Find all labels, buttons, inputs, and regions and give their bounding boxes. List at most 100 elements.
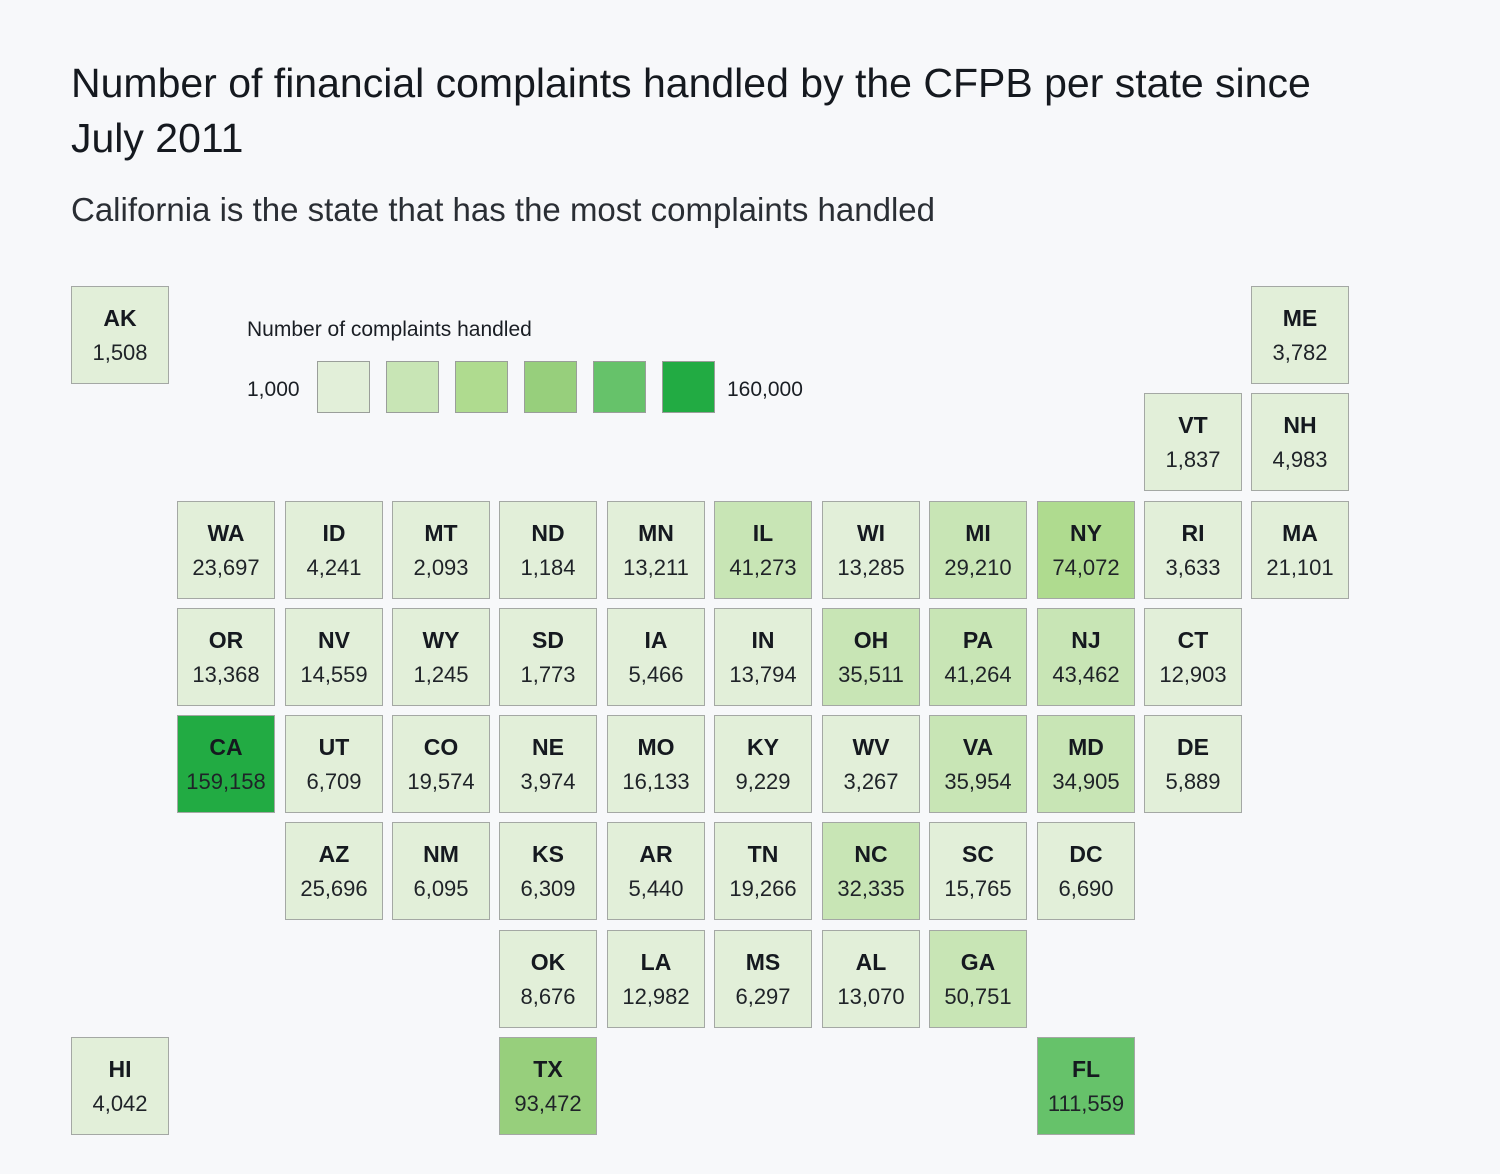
state-value: 25,696 [300,876,368,901]
state-abbr: WA [207,520,245,546]
state-value: 13,070 [837,984,905,1009]
state-tile-sc: SC 15,765 [929,822,1027,920]
state-abbr: MS [745,949,781,975]
state-tile-ak: AK 1,508 [71,286,169,384]
state-abbr: AK [103,305,137,331]
state-tile-de: DE 5,889 [1144,715,1242,813]
state-tile-mo: MO 16,133 [607,715,705,813]
state-value: 14,559 [300,662,368,687]
state-tile-ga: GA 50,751 [929,930,1027,1028]
state-value: 6,309 [520,876,576,901]
state-value: 3,782 [1272,340,1328,365]
legend-min-label: 1,000 [247,378,300,401]
state-abbr: CO [423,734,459,760]
legend-title: Number of complaints handled [247,318,532,341]
state-value: 1,184 [520,555,576,580]
state-tile-nj: NJ 43,462 [1037,608,1135,706]
state-tile-dc: DC 6,690 [1037,822,1135,920]
state-value: 19,266 [729,876,797,901]
state-abbr: WI [856,520,886,546]
state-value: 4,241 [306,555,362,580]
state-value: 29,210 [944,555,1012,580]
state-tile-ct: CT 12,903 [1144,608,1242,706]
state-abbr: SC [962,841,994,867]
state-value: 1,508 [92,340,148,365]
state-tile-vt: VT 1,837 [1144,393,1242,491]
state-tile-hi: HI 4,042 [71,1037,169,1135]
state-abbr: TN [747,841,779,867]
state-value: 1,773 [520,662,576,687]
state-tile-mt: MT 2,093 [392,501,490,599]
state-value: 41,264 [944,662,1012,687]
state-tile-in: IN 13,794 [714,608,812,706]
state-abbr: WY [422,627,460,653]
chart-subtitle: California is the state that has the mos… [71,191,935,228]
state-tile-ky: KY 9,229 [714,715,812,813]
state-tile-ne: NE 3,974 [499,715,597,813]
state-abbr: OH [853,627,889,653]
legend-swatch-4 [524,361,577,413]
state-abbr: NH [1283,412,1317,438]
state-tile-ar: AR 5,440 [607,822,705,920]
state-value: 41,273 [729,555,797,580]
state-value: 15,765 [944,876,1012,901]
state-tile-ut: UT 6,709 [285,715,383,813]
state-tile-wa: WA 23,697 [177,501,275,599]
state-abbr: NM [423,841,459,867]
state-tile-wy: WY 1,245 [392,608,490,706]
state-abbr: MI [965,520,991,546]
state-abbr: KS [532,841,564,867]
state-abbr: MA [1282,520,1318,546]
state-tile-ms: MS 6,297 [714,930,812,1028]
state-abbr: NE [532,734,564,760]
state-abbr: IN [751,627,775,653]
state-abbr: MT [424,520,458,546]
state-tile-nm: NM 6,095 [392,822,490,920]
legend-swatch-2 [386,361,439,413]
state-tile-ny: NY 74,072 [1037,501,1135,599]
state-value: 6,297 [735,984,791,1009]
state-abbr: RI [1181,520,1205,546]
state-abbr: SD [532,627,564,653]
state-tile-ok: OK 8,676 [499,930,597,1028]
state-tile-mi: MI 29,210 [929,501,1027,599]
state-abbr: OK [530,949,566,975]
state-value: 4,983 [1272,447,1328,472]
state-abbr: DC [1069,841,1103,867]
state-value: 43,462 [1052,662,1120,687]
state-value: 13,285 [837,555,905,580]
chart-title: Number of financial complaints handled b… [71,60,1311,161]
state-tile-il: IL 41,273 [714,501,812,599]
state-tile-fl: FL 111,559 [1037,1037,1135,1135]
state-value: 34,905 [1052,769,1120,794]
state-abbr: AL [855,949,887,975]
legend-swatch-5 [593,361,646,413]
state-tile-mn: MN 13,211 [607,501,705,599]
state-tile-id: ID 4,241 [285,501,383,599]
state-abbr: MD [1068,734,1104,760]
legend-swatch-3 [455,361,508,413]
state-abbr: NJ [1071,627,1101,653]
state-tile-tx: TX 93,472 [499,1037,597,1135]
state-abbr: TX [533,1056,563,1082]
state-tile-la: LA 12,982 [607,930,705,1028]
state-value: 6,690 [1058,876,1114,901]
state-abbr: CA [209,734,243,760]
state-abbr: ME [1282,305,1318,331]
state-abbr: VA [962,734,994,760]
state-value: 6,709 [306,769,362,794]
state-value: 1,245 [413,662,469,687]
state-value: 21,101 [1266,555,1334,580]
state-value: 13,368 [192,662,260,687]
state-value: 12,903 [1159,662,1227,687]
state-value: 35,511 [838,662,904,687]
state-value: 3,974 [520,769,576,794]
state-value: 35,954 [944,769,1012,794]
state-value: 6,095 [413,876,469,901]
state-abbr: ND [531,520,565,546]
state-value: 12,982 [622,984,690,1009]
state-value: 4,042 [92,1091,148,1116]
state-abbr: MO [637,734,675,760]
state-abbr: DE [1177,734,1209,760]
state-value: 93,472 [514,1091,582,1116]
